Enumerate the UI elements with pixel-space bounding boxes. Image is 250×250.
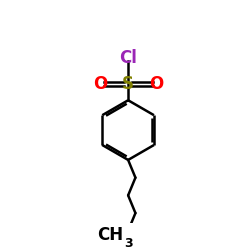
Text: CH: CH (97, 226, 123, 244)
Text: Cl: Cl (119, 49, 137, 67)
Text: O: O (93, 75, 107, 93)
Text: S: S (122, 75, 134, 93)
Text: 3: 3 (124, 237, 133, 250)
Text: O: O (149, 75, 163, 93)
